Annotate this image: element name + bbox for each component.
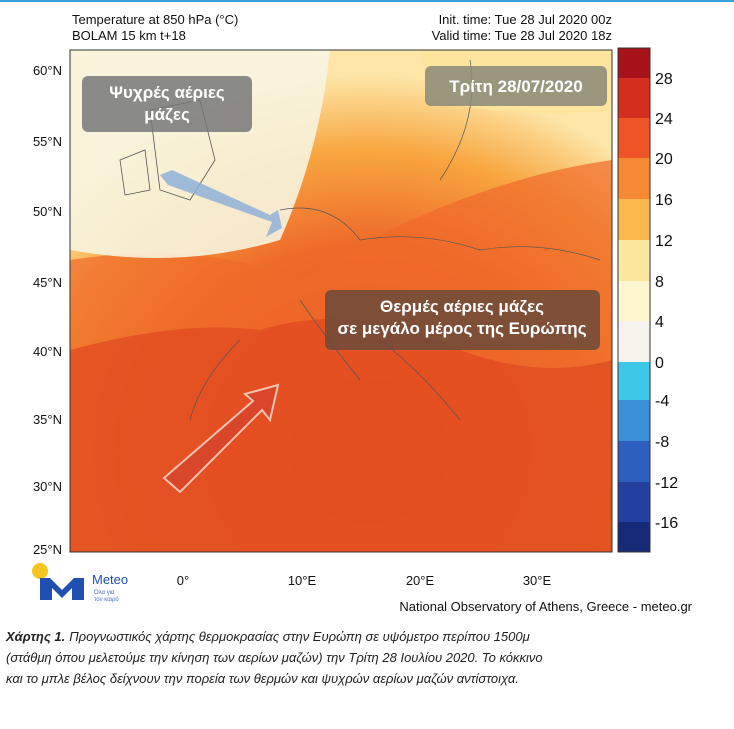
lat-label: 50°N [33,204,62,219]
caption-text: Προγνωστικός χάρτης θερμοκρασίας στην Ευ… [69,629,530,644]
colorbar-label: 12 [655,233,673,250]
warm-box [325,290,600,350]
caption-label: Χάρτης 1. [5,629,65,644]
caption-text: και το μπλε βέλος δείχνουν την πορεία τω… [6,671,519,686]
logo-name: Meteo [92,572,128,587]
warm-label: σε μεγάλο μέρος της Ευρώπης [337,319,586,338]
cold-label: Ψυχρές αέριες [109,83,225,102]
lat-label: 60°N [33,63,62,78]
date-label: Τρίτη 28/07/2020 [449,77,582,96]
lon-label: 20°E [406,573,435,588]
colorbar-label: -8 [655,434,669,451]
lat-label: 45°N [33,275,62,290]
lat-label: 25°N [33,542,62,557]
warm-label: Θερμές αέριες μάζες [380,297,544,316]
lat-label: 40°N [33,344,62,359]
colorbar-label: -16 [655,515,678,532]
cold-box [82,76,252,132]
top-rule [0,0,734,2]
lat-label: 30°N [33,479,62,494]
colorbar [617,47,651,553]
lon-label: 10°E [288,573,317,588]
credit: National Observatory of Athens, Greece -… [399,599,692,614]
colorbar-label: 24 [655,111,673,128]
logo-tagline: τον καιρό [94,596,119,603]
colorbar-label: 4 [655,314,664,331]
cold-arrow [160,170,282,237]
colorbar-label: -4 [655,393,669,410]
header-right: Valid time: Tue 28 Jul 2020 18z [432,28,612,43]
colorbar-label: 16 [655,192,673,209]
date-box [425,66,607,106]
lon-label: 0° [177,573,189,588]
lat-label: 55°N [33,134,62,149]
colorbar-label: 0 [655,355,664,372]
colorbar-label: 20 [655,151,673,168]
header-left: Temperature at 850 hPa (°C) [72,12,238,27]
logo-tagline: Όλα για [93,590,115,596]
header-right: Init. time: Tue 28 Jul 2020 00z [439,12,612,27]
colorbar-label: 28 [655,71,673,88]
colorbar-label: -12 [655,475,678,492]
lat-label: 35°N [33,412,62,427]
caption-text: (στάθμη όπου μελετούμε την κίνηση των αε… [6,650,543,665]
colorbar-label: 8 [655,274,664,291]
logo-sun [32,563,48,579]
lon-label: 30°E [523,573,552,588]
warm-arrow [162,383,280,494]
header-left: BOLAM 15 km t+18 [72,28,186,43]
logo-mark [40,578,84,600]
caption: Χάρτης 1. Προγνωστικός χάρτης θερμοκρασία… [5,629,530,644]
cold-label: μάζες [144,105,190,124]
